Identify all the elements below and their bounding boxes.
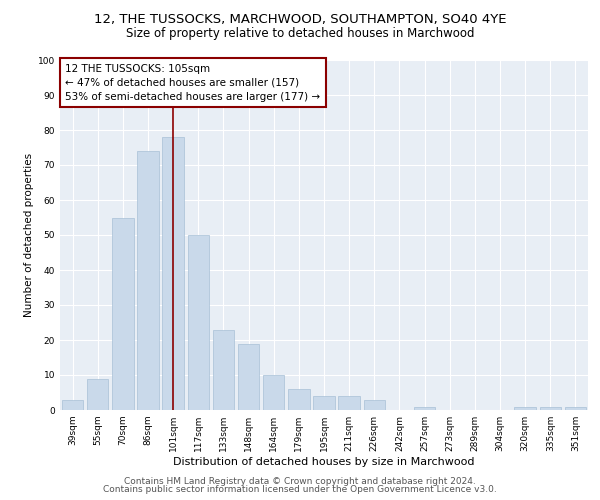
X-axis label: Distribution of detached houses by size in Marchwood: Distribution of detached houses by size … bbox=[173, 457, 475, 467]
Y-axis label: Number of detached properties: Number of detached properties bbox=[24, 153, 34, 317]
Text: Size of property relative to detached houses in Marchwood: Size of property relative to detached ho… bbox=[126, 28, 474, 40]
Bar bbox=[338, 396, 360, 410]
Bar bbox=[539, 406, 561, 410]
Bar bbox=[364, 400, 385, 410]
Text: Contains HM Land Registry data © Crown copyright and database right 2024.: Contains HM Land Registry data © Crown c… bbox=[124, 477, 476, 486]
Bar bbox=[213, 330, 234, 410]
Bar bbox=[137, 151, 158, 410]
Text: Contains public sector information licensed under the Open Government Licence v3: Contains public sector information licen… bbox=[103, 485, 497, 494]
Bar bbox=[313, 396, 335, 410]
Bar bbox=[414, 406, 435, 410]
Bar bbox=[238, 344, 259, 410]
Bar bbox=[565, 406, 586, 410]
Bar bbox=[288, 389, 310, 410]
Bar bbox=[514, 406, 536, 410]
Text: 12 THE TUSSOCKS: 105sqm
← 47% of detached houses are smaller (157)
53% of semi-d: 12 THE TUSSOCKS: 105sqm ← 47% of detache… bbox=[65, 64, 320, 102]
Bar bbox=[263, 375, 284, 410]
Text: 12, THE TUSSOCKS, MARCHWOOD, SOUTHAMPTON, SO40 4YE: 12, THE TUSSOCKS, MARCHWOOD, SOUTHAMPTON… bbox=[94, 12, 506, 26]
Bar bbox=[188, 235, 209, 410]
Bar bbox=[163, 137, 184, 410]
Bar bbox=[62, 400, 83, 410]
Bar bbox=[112, 218, 134, 410]
Bar bbox=[87, 378, 109, 410]
